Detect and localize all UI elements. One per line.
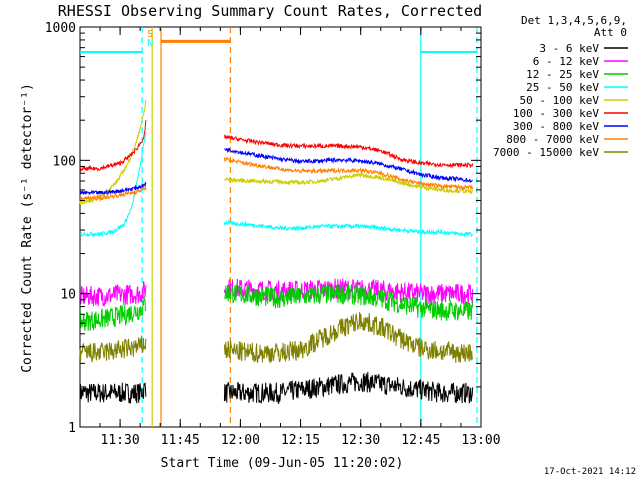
legend-label: 300 - 800 keV (513, 120, 599, 133)
series-line (79, 132, 147, 238)
chart-title: RHESSI Observing Summary Count Rates, Co… (58, 2, 482, 20)
series-line (224, 283, 474, 321)
y-tick-label: 10 (60, 288, 76, 303)
x-tick-label: 12:30 (341, 433, 380, 448)
legend-header: Det 1,3,4,5,6,9, (521, 14, 627, 27)
series-layer (79, 99, 474, 404)
series-2 (79, 283, 474, 331)
legend-label: 3 - 6 keV (539, 42, 599, 55)
annotation-layer: SN (80, 27, 478, 427)
series-7 (79, 156, 474, 202)
x-tick-label: 12:45 (401, 433, 440, 448)
legend-label: 50 - 100 keV (520, 94, 600, 107)
x-tick-label: 12:00 (221, 433, 260, 448)
legend-label: 7000 - 15000 keV (493, 146, 599, 159)
marker-label: N (147, 38, 153, 49)
series-line (223, 156, 474, 191)
series-line (79, 186, 147, 202)
series-line (223, 219, 474, 238)
x-axis-label: Start Time (09-Jun-05 11:20:02) (161, 456, 404, 471)
series-line (79, 281, 147, 307)
series-line (223, 134, 474, 169)
series-line (79, 120, 147, 172)
series-line (79, 296, 147, 331)
x-tick-label: 12:15 (281, 433, 320, 448)
legend-label: 12 - 25 keV (526, 68, 599, 81)
axes-layer: 11:30 11:45 12:00 12:15 12:30 12:45 13:00 1 10 10… (45, 21, 501, 448)
series-line (223, 171, 474, 195)
series-line (79, 99, 147, 206)
series-line (79, 382, 147, 404)
series-8 (79, 312, 474, 364)
series-line (224, 147, 473, 183)
legend-label: 6 - 12 keV (533, 55, 600, 68)
series-line (79, 335, 147, 363)
footer-timestamp: 17-Oct-2021 14:12 (544, 467, 636, 477)
series-line (79, 180, 147, 196)
y-tick-label: 1000 (45, 21, 76, 36)
legend-label: 800 - 7000 keV (506, 133, 599, 146)
y-axis-label: Corrected Count Rate (s⁻¹ detector⁻¹) (20, 83, 35, 373)
legend-label: 100 - 300 keV (513, 107, 599, 120)
series-3 (79, 132, 474, 238)
x-tick-label: 11:30 (101, 433, 140, 448)
series-5 (79, 120, 474, 172)
y-tick-label: 100 (53, 154, 76, 169)
series-6 (79, 147, 473, 196)
x-tick-label: 13:00 (461, 433, 500, 448)
y-tick-label: 1 (68, 421, 76, 436)
legend-label: 25 - 50 keV (526, 81, 599, 94)
series-line (223, 371, 474, 404)
series-4 (79, 99, 474, 206)
legend-header: Att 0 (594, 26, 627, 39)
x-tick-label: 11:45 (161, 433, 200, 448)
series-0 (79, 371, 474, 404)
series-line (223, 312, 474, 364)
marker-label: S (147, 29, 153, 40)
